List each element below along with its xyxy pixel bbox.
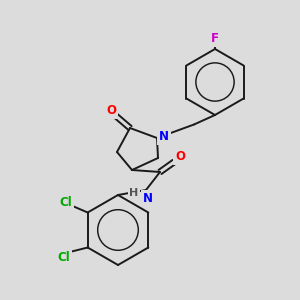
Text: N: N [159,130,169,143]
Text: Cl: Cl [57,251,70,264]
Text: O: O [106,104,116,118]
Text: H: H [129,188,139,198]
Text: N: N [143,191,153,205]
Text: Cl: Cl [59,196,72,209]
Text: O: O [175,151,185,164]
Text: F: F [211,32,219,46]
